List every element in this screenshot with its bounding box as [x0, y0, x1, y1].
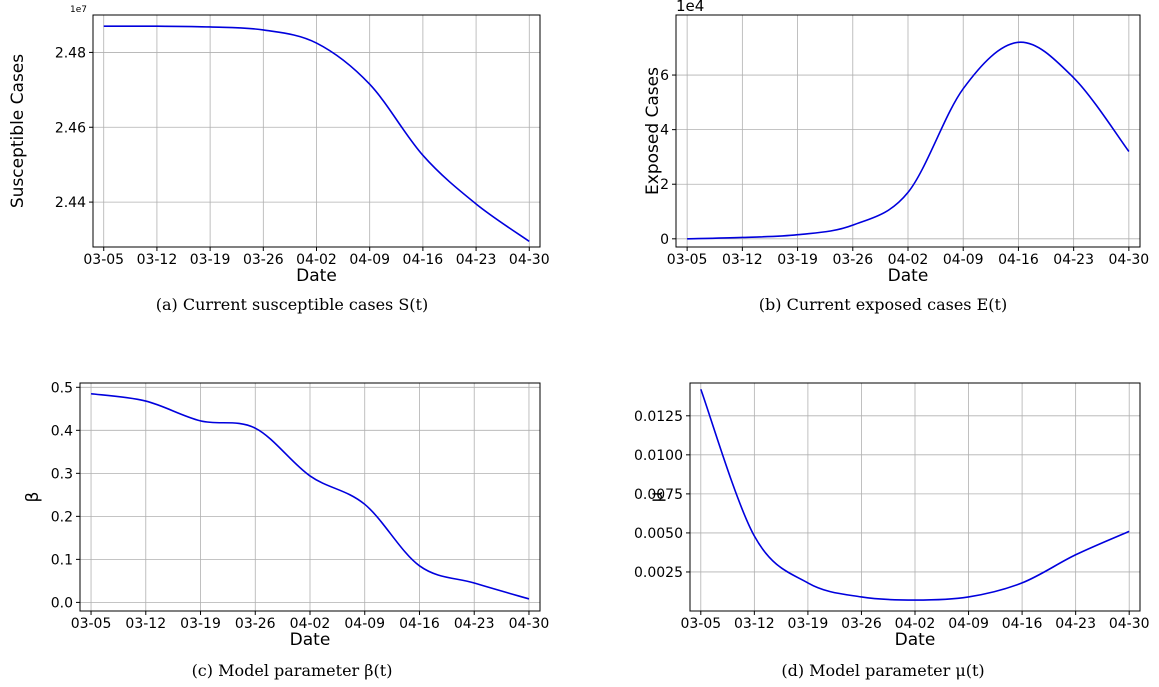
- x-tick-label: 04-09: [943, 252, 984, 268]
- x-tick-label: 03-12: [137, 252, 178, 268]
- x-axis-label: Date: [296, 266, 337, 286]
- figure-caption: (d) Model parameter μ(t): [781, 661, 984, 680]
- series-line: [700, 388, 1130, 601]
- chart-panel-1: 03-05 03-12 03-19 03-26 04-02 04-09 04-16 04-23…: [8, 5, 550, 314]
- y-axis-label: μ: [647, 491, 667, 502]
- y-tick-label: 0: [660, 232, 669, 248]
- y-axis-label: Susceptible Cases: [8, 54, 28, 208]
- x-tick-label: 03-19: [788, 616, 829, 632]
- y-axis-label: Exposed Cases: [643, 67, 663, 195]
- x-tick-label: 04-02: [895, 616, 936, 632]
- x-tick-label: 04-23: [454, 616, 495, 632]
- y-tick-label: 2.46: [55, 120, 86, 136]
- x-tick-label: 04-16: [998, 252, 1039, 268]
- x-tick-label: 04-09: [344, 616, 385, 632]
- y-tick-label: 4: [660, 123, 669, 139]
- x-tick-label: 04-09: [948, 616, 989, 632]
- x-tick-label: 04-30: [509, 616, 550, 632]
- y-tick-label: 0.2: [51, 509, 73, 525]
- figure-caption: (b) Current exposed cases E(t): [759, 295, 1007, 314]
- x-tick-label: 03-05: [71, 616, 112, 632]
- figure-caption: (a) Current susceptible cases S(t): [156, 295, 428, 314]
- y-tick-label: 0.0100: [634, 448, 683, 464]
- x-tick-label: 03-26: [841, 616, 882, 632]
- y-tick-label: 0.0: [51, 595, 73, 611]
- y-axis-label: β: [23, 492, 43, 503]
- x-tick-label: 03-19: [180, 616, 221, 632]
- x-tick-label: 04-16: [403, 252, 444, 268]
- x-tick-label: 04-23: [456, 252, 497, 268]
- series-line: [687, 41, 1130, 240]
- y-tick-label: 0.3: [51, 466, 73, 482]
- x-tick-label: 03-26: [832, 252, 873, 268]
- x-tick-label: 03-19: [777, 252, 818, 268]
- x-tick-label: 04-02: [290, 616, 331, 632]
- chart-panel-2: 03-05 03-12 03-19 03-26 04-02 04-09 04-16 04-23…: [643, 0, 1149, 314]
- x-tick-label: 03-12: [734, 616, 775, 632]
- x-tick-label: 04-30: [509, 252, 550, 268]
- plot-frame: [675, 14, 1141, 248]
- x-axis-label: Date: [895, 630, 936, 650]
- chart-panel-3: 03-05 03-12 03-19 03-26 04-02 04-09 04-16 04-23…: [23, 380, 549, 680]
- x-tick-label: 03-26: [235, 616, 276, 632]
- y-tick-label: 0.0025: [634, 565, 683, 581]
- plot-frame: [79, 382, 541, 612]
- plot-frame: [92, 14, 541, 248]
- x-tick-label: 04-02: [888, 252, 929, 268]
- x-tick-label: 04-23: [1055, 616, 1096, 632]
- x-tick-label: 04-30: [1109, 252, 1150, 268]
- x-tick-label: 03-12: [125, 616, 166, 632]
- y-tick-label: 0.0050: [634, 526, 683, 542]
- y-tick-label: 0.0075: [634, 487, 683, 503]
- y-tick-label: 0.0125: [634, 409, 683, 425]
- x-tick-label: 04-23: [1053, 252, 1094, 268]
- x-tick-label: 03-05: [667, 252, 708, 268]
- y-tick-label: 6: [660, 68, 669, 84]
- y-tick-label: 2: [660, 177, 669, 193]
- x-tick-label: 03-05: [83, 252, 124, 268]
- figure-caption: (c) Model parameter β(t): [192, 661, 393, 680]
- chart-panel-4: 03-05 03-12 03-19 03-26 04-02 04-09 04-16 04-23…: [634, 382, 1150, 680]
- series-line: [103, 25, 530, 243]
- x-axis-label: Date: [888, 266, 929, 286]
- plot-frame: [689, 382, 1141, 612]
- x-tick-label: 04-02: [296, 252, 337, 268]
- x-tick-label: 03-19: [190, 252, 231, 268]
- x-tick-label: 04-16: [1002, 616, 1043, 632]
- y-tick-label: 2.44: [55, 195, 86, 211]
- x-tick-label: 03-26: [243, 252, 284, 268]
- x-axis-label: Date: [290, 630, 331, 650]
- y-axis-offset-label: 1e7: [70, 5, 87, 15]
- x-tick-label: 03-05: [680, 616, 721, 632]
- x-tick-label: 04-30: [1109, 616, 1150, 632]
- y-tick-label: 2.48: [55, 45, 86, 61]
- series-line: [90, 392, 530, 600]
- y-tick-label: 0.5: [51, 380, 73, 396]
- y-tick-label: 0.4: [51, 423, 73, 439]
- x-tick-label: 04-09: [349, 252, 390, 268]
- x-tick-label: 03-12: [722, 252, 763, 268]
- y-axis-offset-label: 1e4: [676, 0, 704, 15]
- x-tick-label: 04-16: [399, 616, 440, 632]
- y-tick-label: 0.1: [51, 552, 73, 568]
